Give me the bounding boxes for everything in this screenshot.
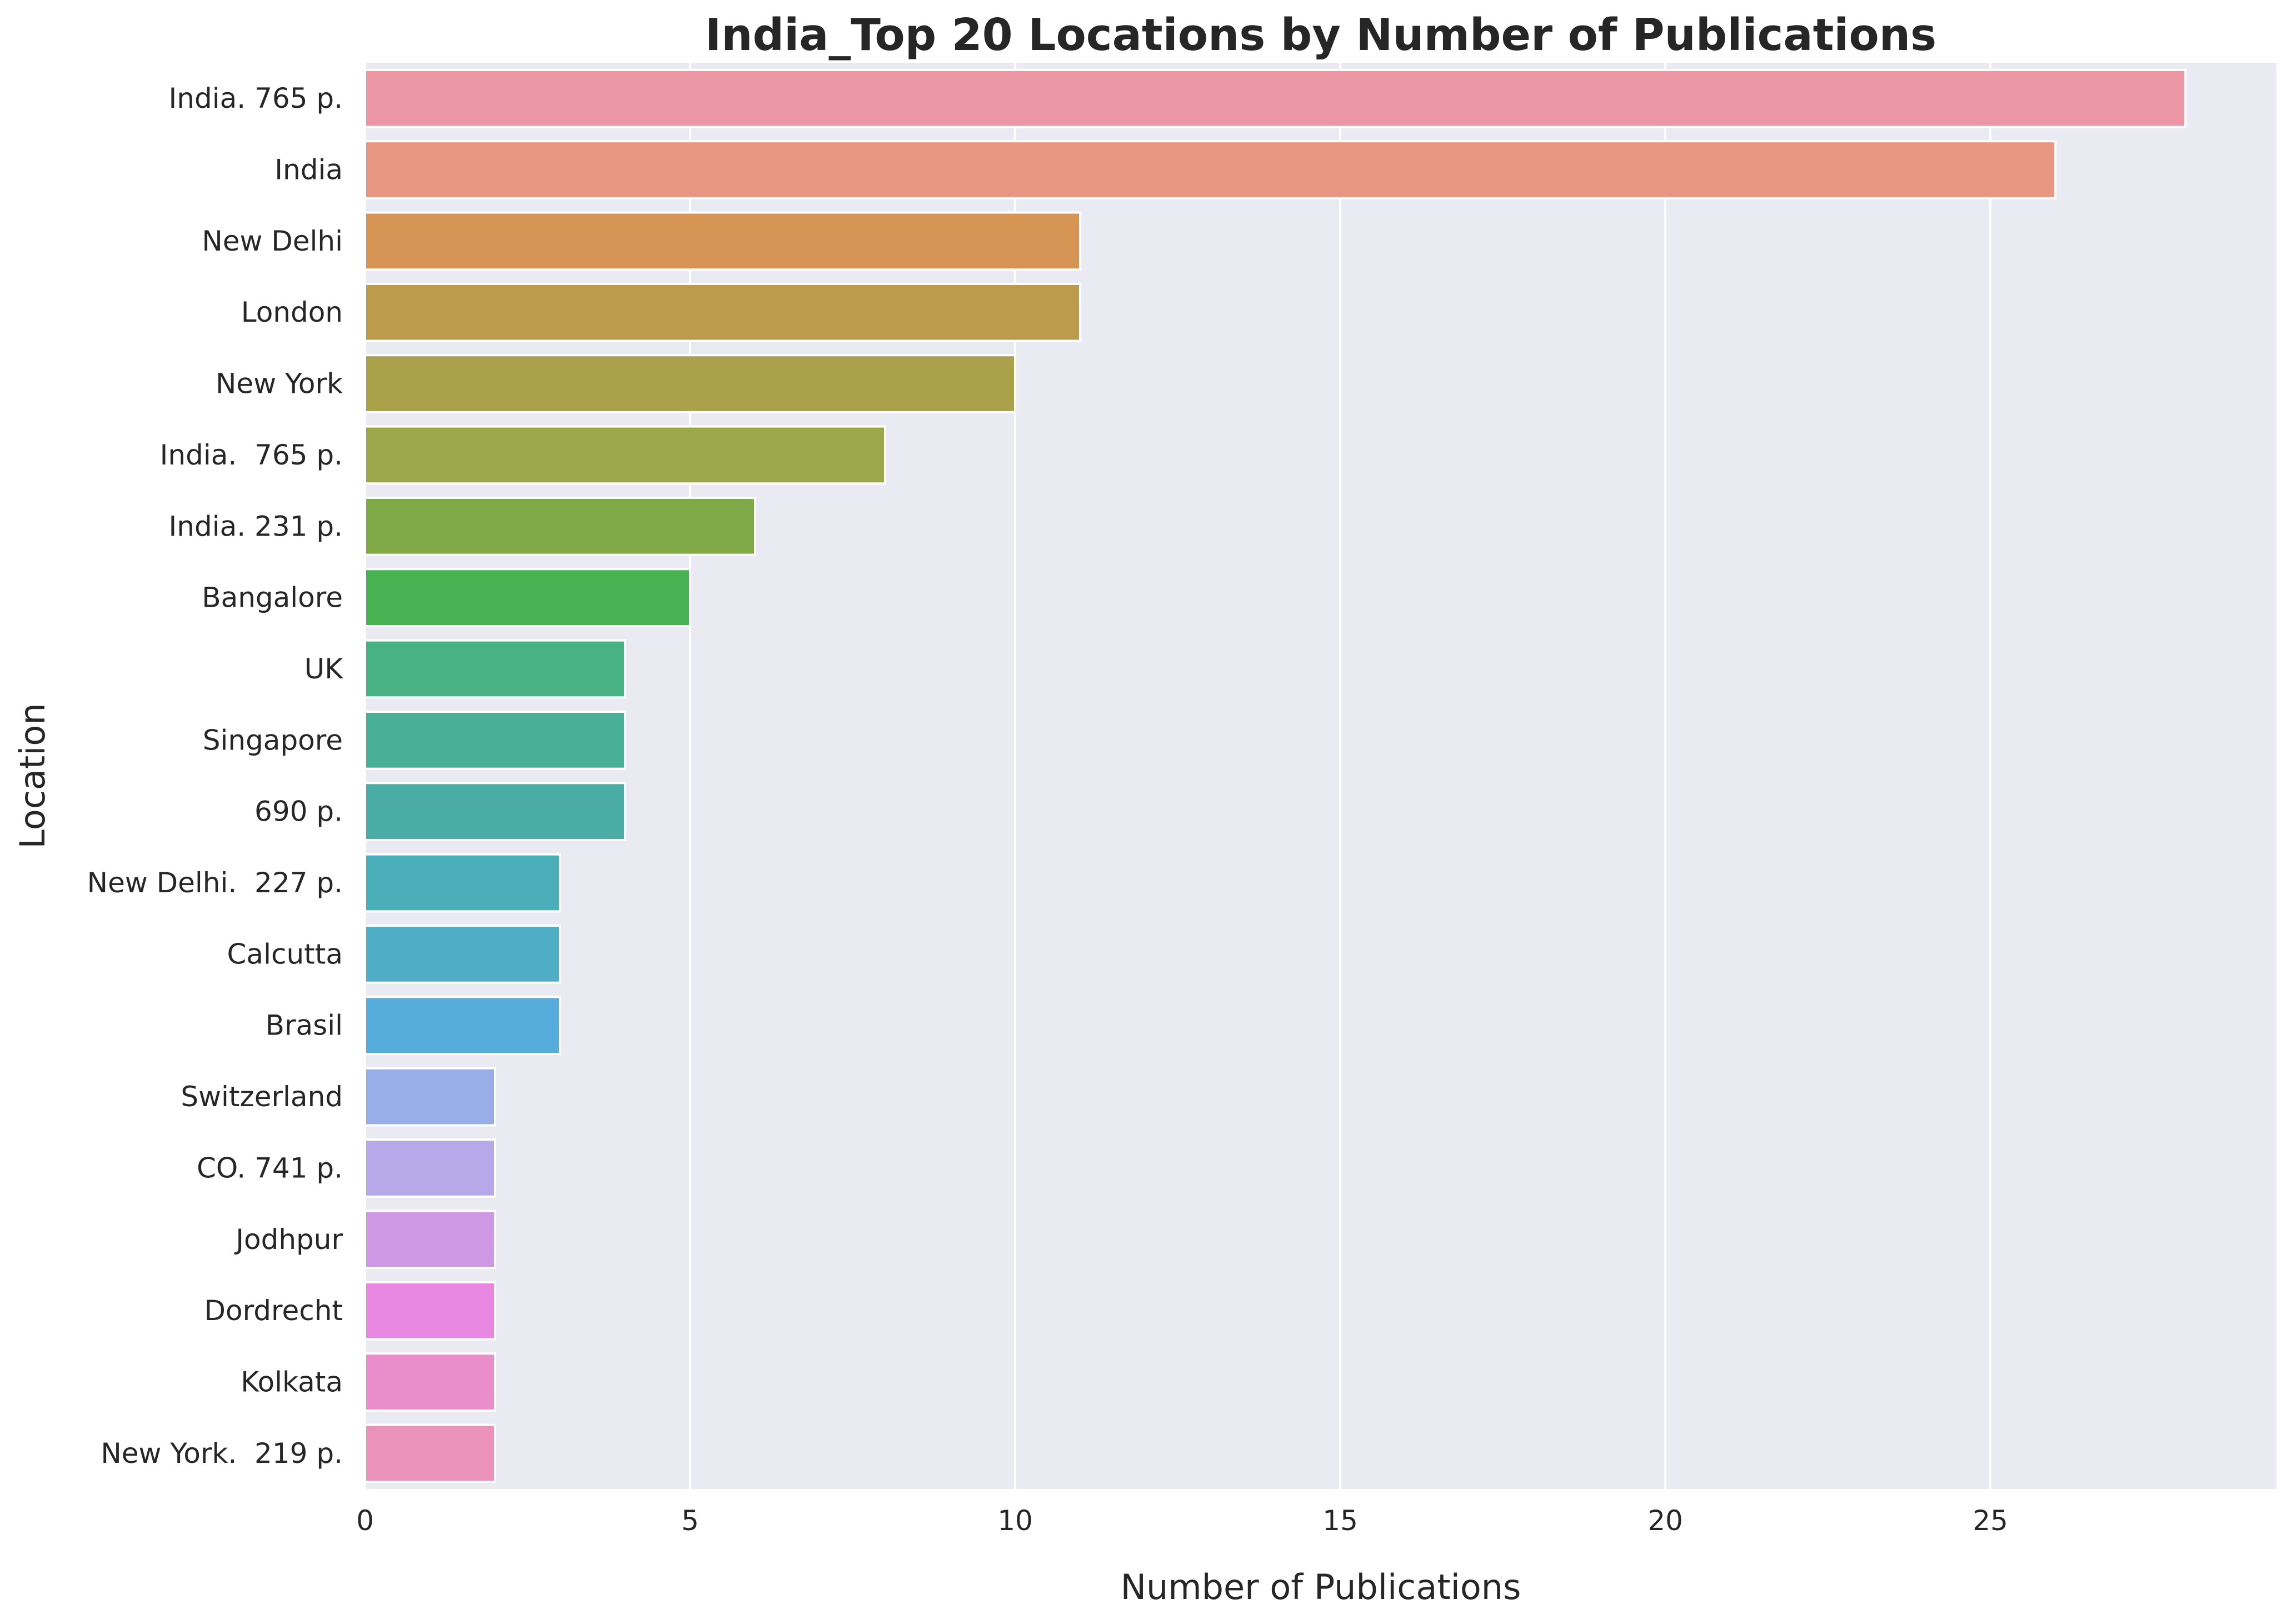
y-tick-label: Dordrecht bbox=[204, 1295, 343, 1327]
x-tick-label: 25 bbox=[1973, 1505, 2008, 1537]
x-tick-label: 15 bbox=[1322, 1505, 1358, 1537]
y-tick-label: Jodhpur bbox=[234, 1223, 343, 1256]
y-tick-label: London bbox=[241, 296, 343, 328]
y-tick-label: Bangalore bbox=[202, 582, 343, 614]
chart-title: India_Top 20 Locations by Number of Publ… bbox=[705, 9, 1936, 61]
y-tick-label: New Delhi. 227 p. bbox=[87, 867, 343, 899]
y-tick-label: India bbox=[274, 154, 343, 186]
y-tick-label: New Delhi bbox=[202, 225, 343, 257]
y-tick-label: New York. 219 p. bbox=[101, 1437, 343, 1470]
bar bbox=[364, 425, 887, 485]
bar bbox=[364, 1067, 497, 1127]
bar bbox=[364, 1281, 497, 1341]
y-tick-label: India. 765 p. bbox=[160, 439, 343, 471]
bar bbox=[364, 568, 692, 627]
bar bbox=[364, 996, 562, 1056]
y-tick-label: Singapore bbox=[203, 724, 343, 756]
bar bbox=[364, 639, 627, 699]
y-tick-label: India. 765 p. bbox=[169, 82, 343, 114]
y-axis-label: Location bbox=[12, 703, 53, 848]
bar bbox=[364, 1210, 497, 1270]
bar bbox=[364, 710, 627, 770]
x-axis-label: Number of Publications bbox=[1121, 1567, 1521, 1607]
bar bbox=[364, 853, 562, 913]
bar bbox=[364, 1352, 497, 1412]
x-tick-label: 20 bbox=[1647, 1505, 1683, 1537]
bar bbox=[364, 1138, 497, 1198]
bars bbox=[364, 68, 2187, 1483]
bar bbox=[364, 140, 2057, 199]
y-tick-label: Calcutta bbox=[227, 938, 343, 970]
x-tick-labels: 0 5 10 15 20 25 bbox=[356, 1505, 2008, 1537]
y-tick-label: Brasil bbox=[266, 1010, 343, 1042]
y-tick-labels: India. 765 p. India New Delhi London New Yor… bbox=[87, 82, 344, 1470]
x-tick-label: 5 bbox=[681, 1505, 699, 1537]
x-tick-label: 10 bbox=[997, 1505, 1033, 1537]
bar bbox=[364, 925, 562, 984]
y-tick-label: 690 p. bbox=[254, 796, 343, 828]
bar bbox=[364, 782, 627, 842]
bar bbox=[364, 496, 757, 556]
y-tick-label: Switzerland bbox=[181, 1081, 343, 1113]
bar bbox=[364, 282, 1082, 342]
bar bbox=[364, 68, 2187, 128]
bar bbox=[364, 354, 1017, 413]
x-tick-label: 0 bbox=[356, 1505, 374, 1537]
bar bbox=[364, 1423, 497, 1483]
y-tick-label: India. 231 p. bbox=[169, 510, 343, 542]
y-tick-label: UK bbox=[304, 653, 344, 685]
y-tick-label: Kolkata bbox=[241, 1366, 343, 1398]
bar bbox=[364, 211, 1082, 271]
y-tick-label: New York bbox=[216, 368, 343, 400]
y-tick-label: CO. 741 p. bbox=[197, 1152, 343, 1184]
